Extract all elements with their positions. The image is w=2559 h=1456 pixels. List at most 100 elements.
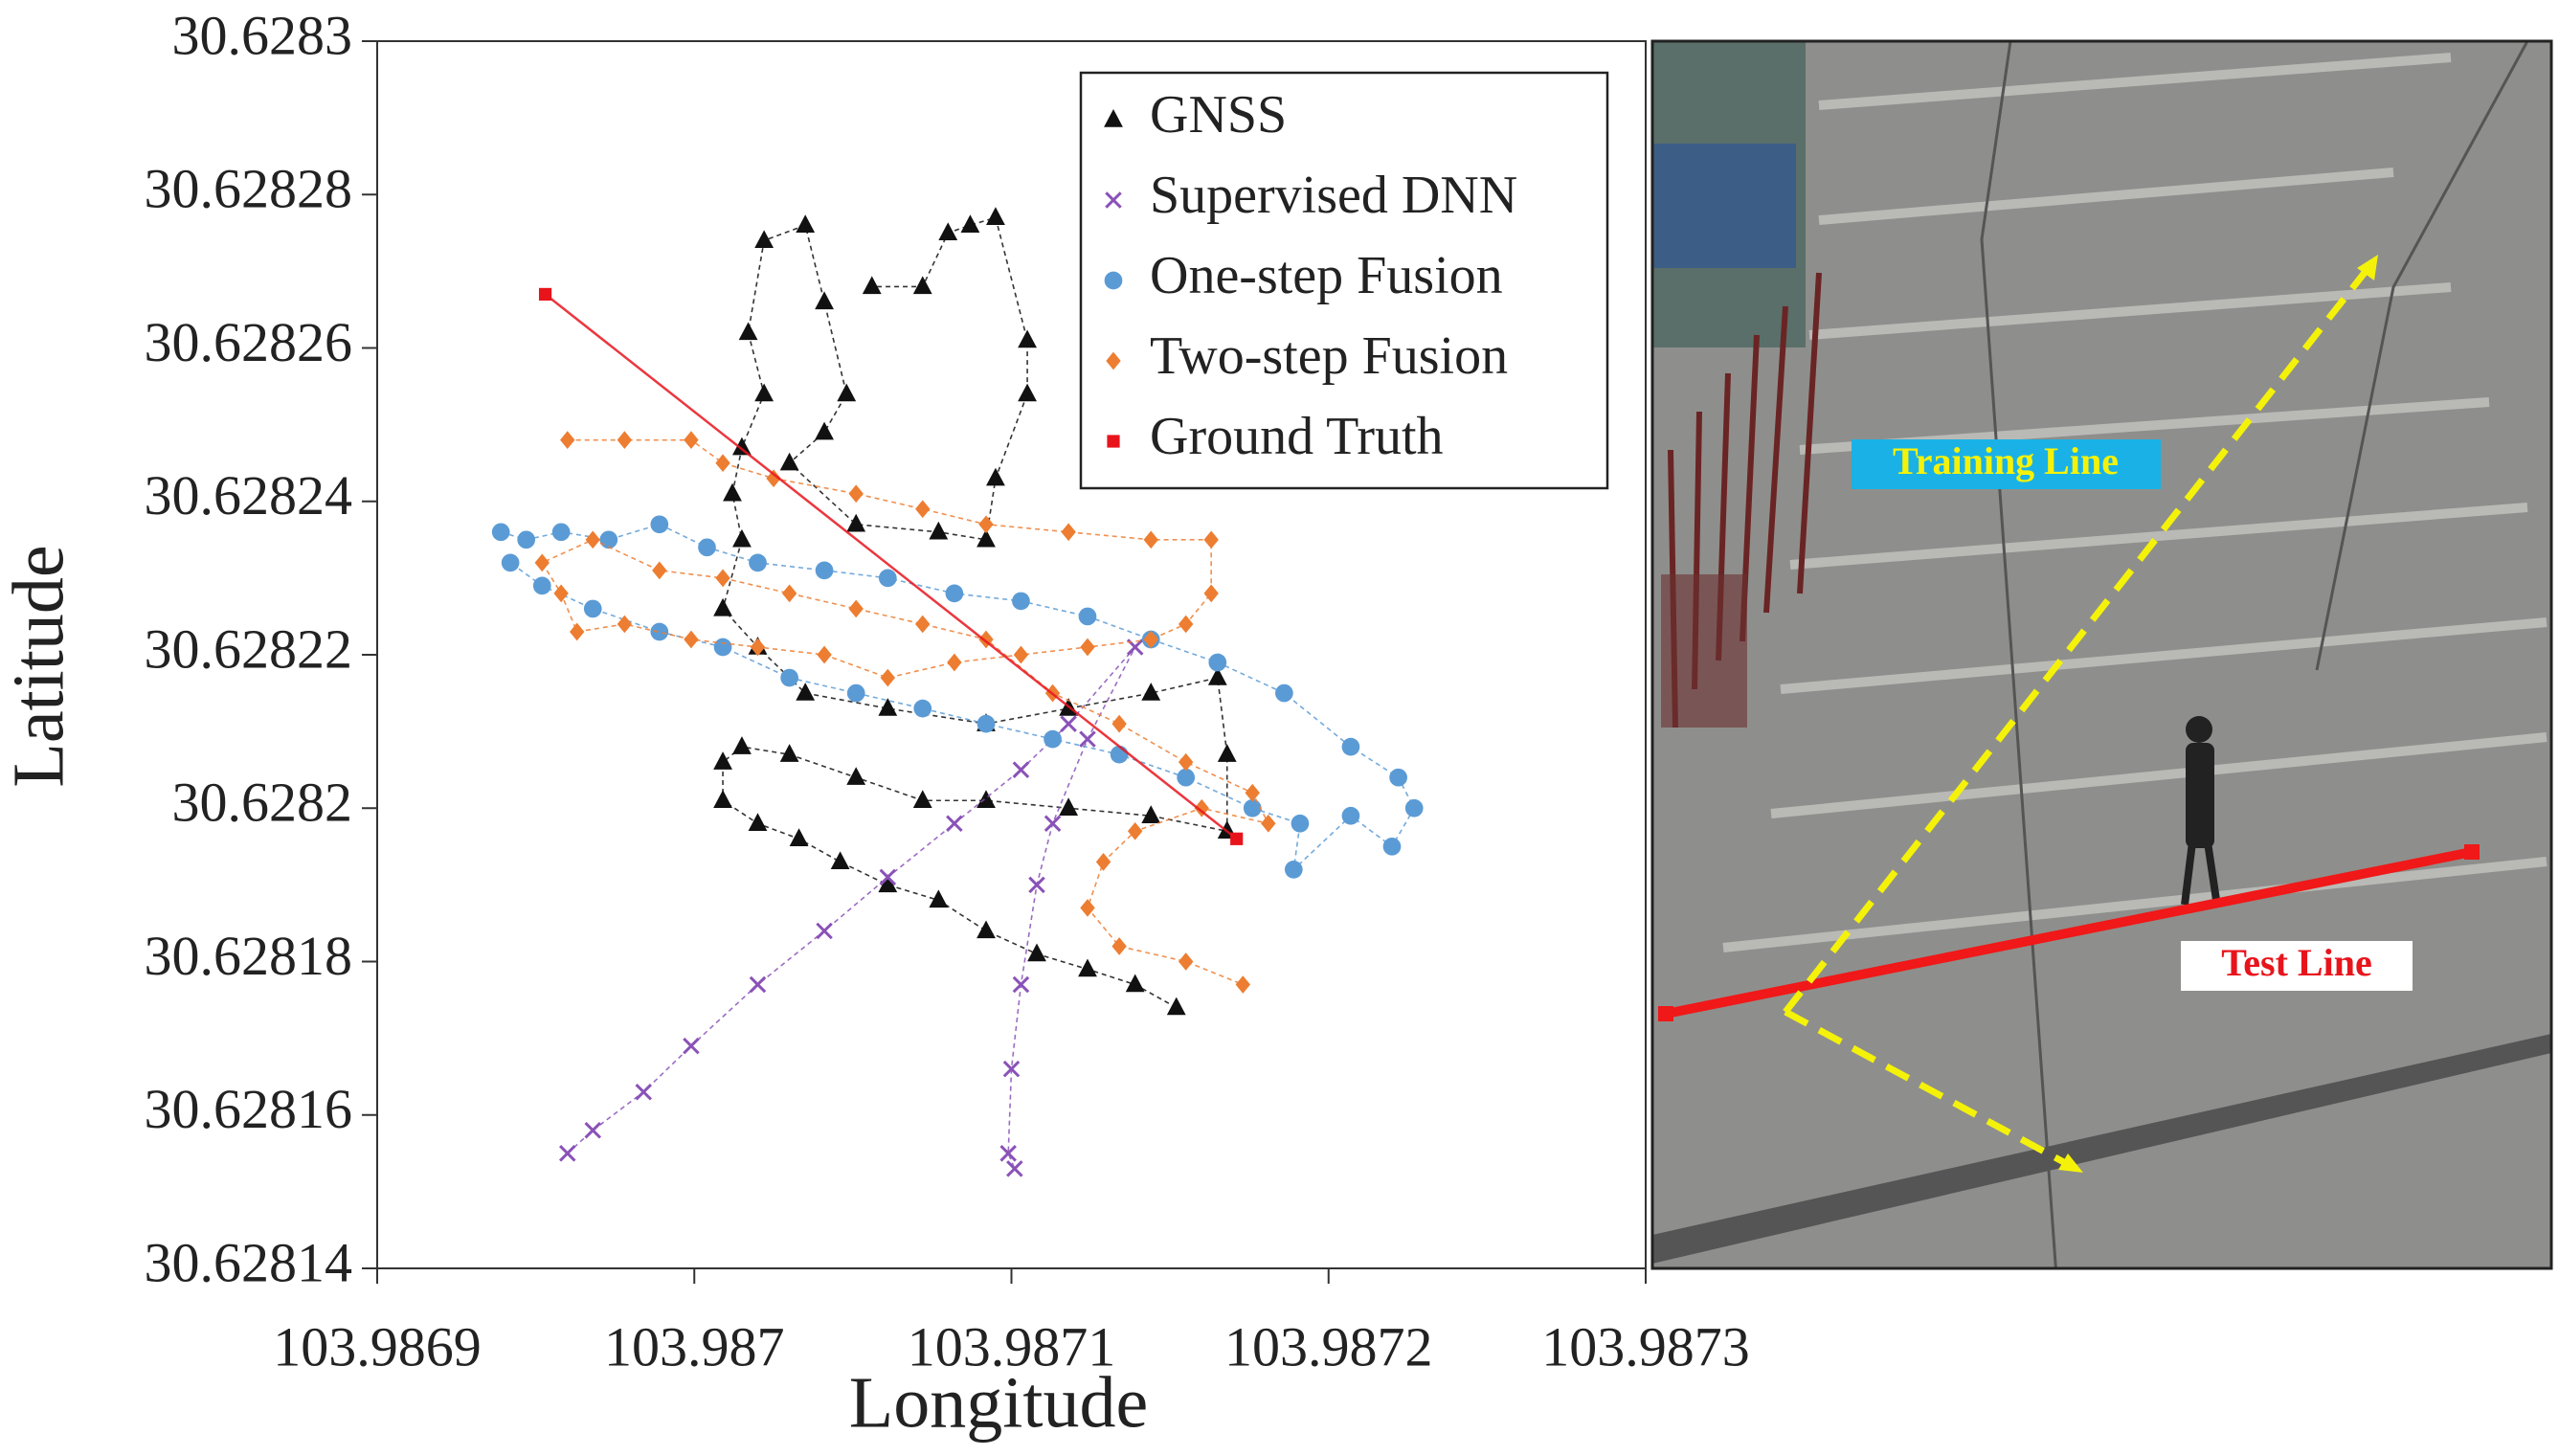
diamond-marker — [1127, 821, 1143, 840]
series-line — [722, 216, 1228, 1009]
circle-marker — [650, 622, 669, 641]
x-marker — [749, 975, 767, 994]
y-tick-label: 30.6283 — [172, 4, 353, 66]
triangle-marker — [929, 889, 949, 908]
triangle-marker — [1018, 329, 1037, 348]
triangle-marker — [732, 437, 752, 456]
photo-crack — [2315, 41, 2529, 671]
triangle-marker — [986, 467, 1005, 486]
circle-marker — [517, 530, 536, 549]
arrow-head — [2058, 1154, 2083, 1173]
x-axis-title: Longitude — [849, 1362, 1148, 1443]
triangle-marker — [732, 528, 752, 548]
diamond-marker — [817, 645, 832, 664]
x-tick-label: 103.987 — [604, 1315, 785, 1378]
diamond-marker — [585, 530, 600, 549]
diamond-marker — [1106, 351, 1121, 370]
diamond-marker — [978, 630, 994, 649]
triangle-marker — [1141, 683, 1161, 701]
triangle-marker — [837, 383, 857, 402]
square-marker — [1230, 832, 1244, 845]
test-line-end — [2464, 844, 2480, 860]
triangle-marker — [862, 276, 882, 295]
circle-marker — [1284, 861, 1303, 879]
triangle-marker — [713, 790, 732, 808]
y-axis-title: Latitude — [0, 545, 79, 787]
diamond-marker — [1061, 523, 1076, 542]
diamond-marker — [1194, 798, 1209, 818]
triangle-marker — [1059, 797, 1079, 816]
circle-marker — [491, 523, 510, 542]
diamond-marker — [1080, 899, 1095, 917]
triangle-marker — [1018, 383, 1037, 402]
triangle-marker — [779, 744, 799, 762]
diamond-marker — [1143, 630, 1158, 649]
diamond-marker — [534, 553, 550, 572]
triangle-marker — [754, 383, 774, 402]
diamond-marker — [1203, 530, 1219, 549]
triangle-marker — [830, 851, 850, 870]
x-tick-label: 103.9869 — [273, 1315, 482, 1378]
circle-marker — [1291, 814, 1310, 833]
circle-marker — [501, 553, 520, 572]
training-line — [1783, 262, 2373, 1015]
photo-court — [1652, 144, 1796, 268]
photo-shadow — [1652, 1034, 2551, 1264]
diamond-marker — [880, 668, 896, 687]
diamond-marker — [947, 653, 962, 672]
circle-marker — [1104, 271, 1123, 290]
triangle-marker — [754, 230, 774, 249]
triangle-marker — [1027, 943, 1046, 962]
diamond-marker — [1235, 975, 1251, 994]
diamond-marker — [1013, 645, 1029, 664]
diamond-marker — [1261, 814, 1276, 833]
legend-label: One-step Fusion — [1150, 246, 1503, 305]
diamond-marker — [553, 584, 569, 603]
diamond-marker — [915, 615, 931, 634]
x-tick-label: 103.9872 — [1224, 1315, 1433, 1378]
y-tick-label: 30.62828 — [145, 158, 353, 220]
arrow-head — [2357, 255, 2378, 280]
circle-marker — [1389, 768, 1407, 787]
triangle-marker — [815, 291, 834, 310]
training-label-box — [1852, 439, 2161, 489]
x-marker — [635, 1083, 653, 1101]
triangle-marker — [738, 322, 758, 341]
diamond-marker — [617, 431, 633, 449]
legend-label: GNSS — [1150, 85, 1287, 145]
diamond-marker — [1203, 584, 1219, 603]
triangle-marker — [1166, 997, 1186, 1016]
triangle-marker — [960, 214, 980, 233]
triangle-marker — [1207, 667, 1227, 685]
triangle-marker — [789, 828, 809, 846]
photo-structure — [1661, 574, 1747, 728]
circle-marker — [1208, 653, 1227, 672]
circle-marker — [1275, 683, 1293, 703]
triangle-marker — [1217, 744, 1237, 762]
x-marker — [1079, 730, 1096, 748]
triangle-marker — [732, 736, 752, 754]
triangle-marker — [815, 421, 834, 440]
diamond-marker — [617, 615, 633, 634]
diamond-marker — [1178, 752, 1194, 772]
triangle-marker — [878, 874, 898, 893]
triangle-marker — [846, 767, 866, 785]
triangle-marker — [938, 222, 958, 241]
circle-marker — [599, 530, 618, 549]
triangle-marker — [912, 790, 932, 808]
x-marker — [1006, 1160, 1023, 1177]
training-label: Training Line — [1893, 439, 2119, 482]
diamond-marker — [1111, 937, 1127, 955]
x-marker — [584, 1122, 602, 1139]
chart-layer: 30.62814 30.62816 30.62818 30.6282 30.62822 3… — [145, 4, 1750, 1378]
photo-frame — [1650, 39, 2553, 1270]
triangle-marker — [976, 790, 996, 808]
circle-marker — [878, 569, 897, 588]
triangle-marker — [748, 813, 768, 831]
circle-marker — [780, 668, 798, 687]
x-marker — [1012, 761, 1030, 778]
diamond-marker — [684, 431, 699, 449]
legend-box — [1079, 71, 1609, 490]
triangle-marker — [796, 214, 816, 233]
circle-marker — [1078, 607, 1097, 626]
